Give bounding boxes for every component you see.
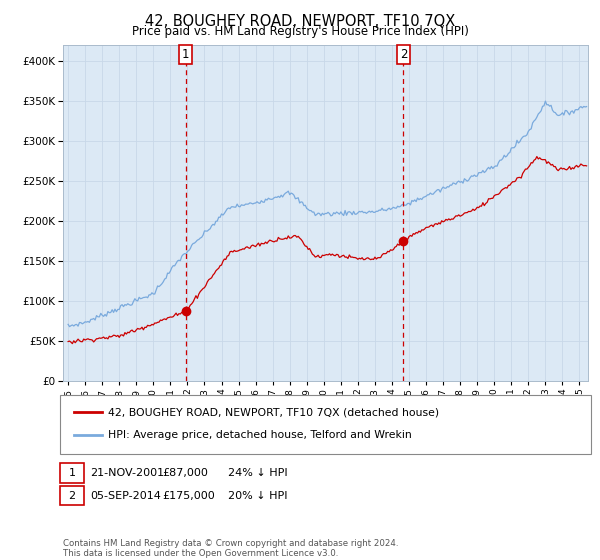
Text: 05-SEP-2014: 05-SEP-2014	[90, 491, 161, 501]
Text: £87,000: £87,000	[162, 468, 208, 478]
Text: 1: 1	[182, 48, 190, 60]
Text: Price paid vs. HM Land Registry's House Price Index (HPI): Price paid vs. HM Land Registry's House …	[131, 25, 469, 38]
Text: 2: 2	[400, 48, 407, 60]
Text: 42, BOUGHEY ROAD, NEWPORT, TF10 7QX (detached house): 42, BOUGHEY ROAD, NEWPORT, TF10 7QX (det…	[108, 408, 439, 418]
Text: 1: 1	[68, 468, 76, 478]
Text: 42, BOUGHEY ROAD, NEWPORT, TF10 7QX: 42, BOUGHEY ROAD, NEWPORT, TF10 7QX	[145, 14, 455, 29]
Text: 21-NOV-2001: 21-NOV-2001	[90, 468, 164, 478]
Text: 2: 2	[68, 491, 76, 501]
Text: Contains HM Land Registry data © Crown copyright and database right 2024.
This d: Contains HM Land Registry data © Crown c…	[63, 539, 398, 558]
Text: HPI: Average price, detached house, Telford and Wrekin: HPI: Average price, detached house, Telf…	[108, 430, 412, 440]
Text: 24% ↓ HPI: 24% ↓ HPI	[228, 468, 287, 478]
Text: £175,000: £175,000	[162, 491, 215, 501]
Text: 20% ↓ HPI: 20% ↓ HPI	[228, 491, 287, 501]
